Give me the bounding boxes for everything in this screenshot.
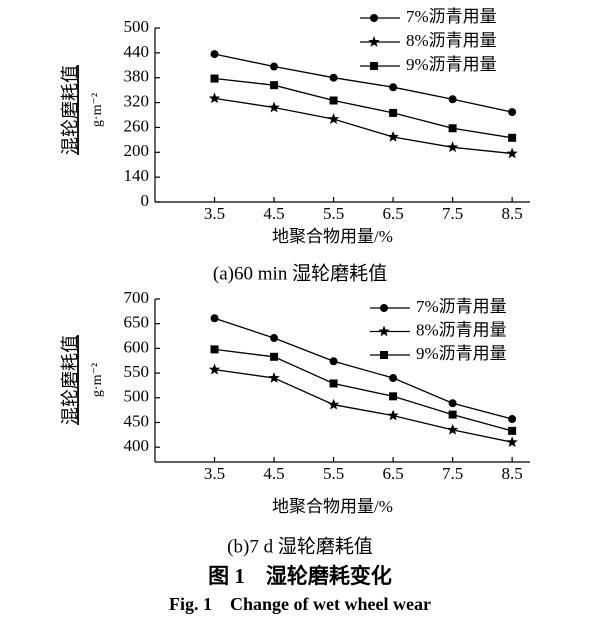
marker [208,363,221,375]
figure-title-en: Fig. 1 Change of wet wheel wear [169,594,431,614]
marker [387,409,399,421]
series-line [214,368,513,443]
marker [380,351,388,359]
x-tick-label: 4.5 [263,204,284,223]
marker [270,334,279,343]
series-line [214,97,513,155]
marker [268,101,280,113]
marker [208,92,221,104]
marker [508,426,517,435]
y-axis-unit: g·m⁻² [90,93,105,127]
marker [508,133,517,142]
marker [329,357,338,366]
y-axis-unit: g·m⁻² [90,363,105,397]
marker [506,147,518,159]
series-line [214,348,513,432]
marker [446,141,459,153]
figure-title: 图 1 湿轮磨耗变化 [208,564,392,588]
x-tick-label: 4.5 [263,464,284,483]
marker [387,131,399,142]
marker [368,36,380,47]
marker [329,96,338,105]
x-tick-label: 5.5 [323,464,344,483]
legend-label: 9%沥青用量 [416,344,507,363]
series-line [214,317,513,420]
y-axis-label: 混轮磨耗值 [60,65,80,155]
x-tick-label: 6.5 [382,464,403,483]
y-tick-label: 260 [124,116,150,135]
y-tick-label: 500 [124,387,150,406]
marker [327,398,340,410]
marker [210,50,219,59]
x-tick-label: 7.5 [442,204,463,223]
marker [508,415,517,424]
marker [270,352,279,361]
caption: (b)7 d 湿轮磨耗值 [227,535,373,557]
marker [389,374,398,383]
legend-label: 8%沥青用量 [416,320,507,339]
marker [270,81,279,90]
series-line [214,53,513,113]
y-tick-label: 700 [124,288,150,307]
marker [210,314,219,323]
legend-label: 7%沥青用量 [406,7,497,26]
marker [446,423,459,435]
marker [327,113,340,124]
caption: (a)60 min 湿轮磨耗值 [213,262,387,284]
marker [389,108,398,117]
x-tick-label: 8.5 [502,204,523,223]
y-tick-label: 450 [124,411,150,430]
y-tick-label: 140 [124,166,150,185]
marker [448,399,457,408]
x-axis-label: 地聚合物用量/% [272,227,393,246]
x-tick-label: 5.5 [323,204,344,223]
x-tick-label: 7.5 [442,464,463,483]
y-tick-label: 380 [124,67,150,86]
y-tick-label: 320 [124,91,150,110]
marker [210,345,219,354]
y-tick-label: 400 [124,436,150,455]
x-axis-label: 地聚合物用量/% [272,497,393,516]
x-tick-label: 8.5 [502,464,523,483]
y-tick-label: 500 [124,17,150,36]
marker [268,372,280,383]
y-tick-label: 650 [124,313,150,332]
marker [329,73,338,82]
series-line [214,77,513,139]
y-axis-label: 混轮磨耗值 [60,335,80,425]
legend-label: 7%沥青用量 [416,297,507,316]
marker [448,124,457,133]
marker [506,436,518,448]
x-tick-label: 3.5 [204,464,225,483]
y-tick-label: 0 [141,191,150,210]
marker [370,62,378,70]
x-tick-label: 6.5 [382,204,403,223]
marker [329,379,338,388]
y-tick-label: 600 [124,337,150,356]
x-tick-label: 3.5 [204,204,225,223]
y-tick-label: 440 [124,42,150,61]
marker [389,392,398,401]
marker [448,95,457,104]
legend-label: 8%沥青用量 [406,31,497,50]
marker [370,14,378,22]
marker [380,304,388,312]
y-tick-label: 550 [124,362,150,381]
legend-label: 9%沥青用量 [406,55,497,74]
marker [270,62,279,71]
marker [378,325,390,337]
y-tick-label: 200 [124,141,150,160]
marker [210,74,219,83]
marker [389,83,398,92]
marker [448,410,457,419]
marker [508,108,517,117]
